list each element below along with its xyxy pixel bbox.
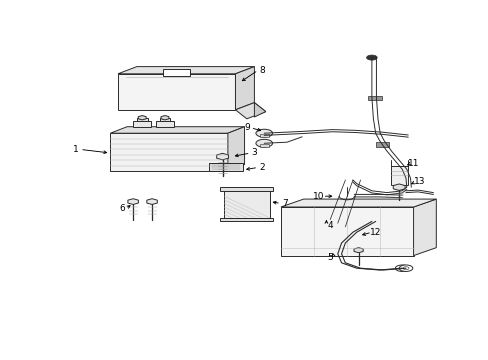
Polygon shape bbox=[161, 116, 168, 120]
Polygon shape bbox=[227, 127, 244, 171]
Circle shape bbox=[398, 265, 412, 271]
Polygon shape bbox=[280, 207, 413, 256]
Polygon shape bbox=[110, 127, 244, 133]
Polygon shape bbox=[390, 166, 407, 185]
Bar bbox=[133, 121, 151, 127]
Bar bbox=[259, 144, 268, 147]
Polygon shape bbox=[254, 103, 265, 117]
Polygon shape bbox=[235, 103, 265, 119]
Polygon shape bbox=[353, 248, 363, 253]
Bar bbox=[163, 69, 190, 76]
Bar bbox=[375, 142, 388, 147]
Bar bbox=[259, 134, 268, 137]
Circle shape bbox=[402, 267, 408, 270]
Text: 7: 7 bbox=[281, 199, 287, 208]
Polygon shape bbox=[392, 184, 404, 190]
Polygon shape bbox=[118, 74, 235, 110]
Circle shape bbox=[255, 139, 272, 147]
Polygon shape bbox=[118, 67, 254, 74]
Text: 4: 4 bbox=[326, 220, 332, 230]
Text: 9: 9 bbox=[244, 123, 249, 132]
Polygon shape bbox=[224, 191, 269, 218]
Bar bbox=[367, 96, 381, 100]
Text: 2: 2 bbox=[259, 163, 264, 172]
Text: 12: 12 bbox=[369, 228, 381, 237]
Bar bbox=[137, 118, 147, 121]
Text: 13: 13 bbox=[413, 177, 425, 186]
Polygon shape bbox=[138, 116, 146, 120]
Text: 8: 8 bbox=[259, 66, 264, 75]
Circle shape bbox=[395, 265, 408, 271]
Polygon shape bbox=[220, 187, 273, 191]
Text: 1: 1 bbox=[73, 145, 79, 154]
Circle shape bbox=[398, 267, 405, 270]
Bar bbox=[159, 118, 170, 121]
Text: 5: 5 bbox=[326, 253, 332, 262]
Polygon shape bbox=[413, 199, 435, 256]
Polygon shape bbox=[235, 67, 254, 110]
Circle shape bbox=[255, 129, 272, 137]
Polygon shape bbox=[220, 218, 273, 221]
Polygon shape bbox=[146, 199, 157, 204]
Polygon shape bbox=[110, 133, 227, 171]
Text: 11: 11 bbox=[407, 159, 419, 168]
Polygon shape bbox=[216, 153, 228, 160]
Polygon shape bbox=[280, 199, 435, 207]
Text: 6: 6 bbox=[119, 204, 124, 213]
Text: 3: 3 bbox=[251, 148, 257, 157]
Polygon shape bbox=[128, 199, 138, 204]
Polygon shape bbox=[208, 163, 243, 171]
Text: 10: 10 bbox=[312, 192, 324, 201]
Bar bbox=[156, 121, 174, 127]
Circle shape bbox=[366, 55, 376, 60]
